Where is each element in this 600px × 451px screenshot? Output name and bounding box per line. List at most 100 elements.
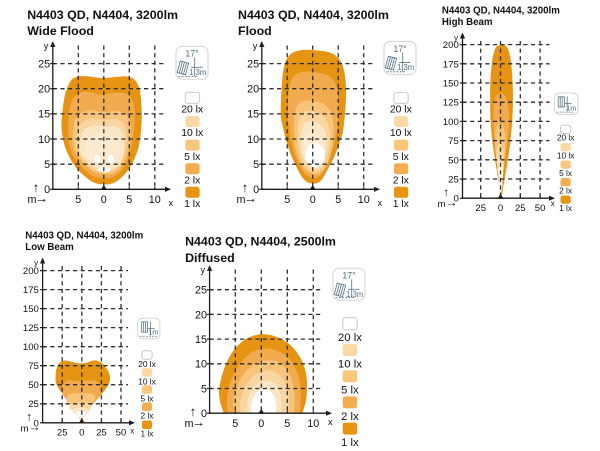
svg-text:2 lx: 2 lx bbox=[141, 411, 155, 421]
svg-text:→: → bbox=[28, 420, 40, 434]
svg-text:5 lx: 5 lx bbox=[559, 168, 573, 178]
svg-text:2 lx: 2 lx bbox=[341, 411, 359, 423]
svg-text:N4403 QD, N4404, 2500lm: N4403 QD, N4404, 2500lm bbox=[185, 234, 336, 248]
svg-text:75: 75 bbox=[448, 136, 459, 147]
svg-text:m: m bbox=[185, 418, 194, 430]
svg-text:Low Beam: Low Beam bbox=[25, 242, 74, 253]
svg-text:2 lx: 2 lx bbox=[559, 185, 573, 195]
svg-text:5 lx: 5 lx bbox=[393, 152, 410, 163]
svg-text:x: x bbox=[130, 427, 134, 436]
svg-text:1.3m: 1.3m bbox=[397, 63, 414, 72]
svg-text:1 lx: 1 lx bbox=[341, 437, 359, 446]
svg-text:0: 0 bbox=[44, 184, 50, 196]
svg-text:x: x bbox=[328, 417, 333, 427]
svg-text:150: 150 bbox=[23, 304, 39, 315]
svg-text:5: 5 bbox=[232, 418, 238, 430]
svg-text:m: m bbox=[237, 194, 246, 206]
svg-text:5: 5 bbox=[126, 194, 132, 206]
svg-text:15: 15 bbox=[38, 109, 50, 121]
svg-text:200: 200 bbox=[443, 40, 459, 51]
svg-text:High Beam: High Beam bbox=[442, 17, 493, 28]
svg-text:20: 20 bbox=[247, 84, 259, 96]
svg-text:5: 5 bbox=[75, 194, 81, 206]
svg-text:5 lx: 5 lx bbox=[141, 394, 155, 404]
svg-text:10: 10 bbox=[247, 134, 259, 146]
svg-text:5 lx: 5 lx bbox=[184, 152, 201, 163]
svg-text:5: 5 bbox=[253, 159, 259, 171]
svg-text:175: 175 bbox=[443, 59, 459, 70]
svg-text:↑: ↑ bbox=[443, 185, 449, 199]
svg-text:x: x bbox=[378, 198, 383, 208]
svg-text:N4403 QD, N4404, 3200lm: N4403 QD, N4404, 3200lm bbox=[25, 231, 143, 242]
svg-text:1 lx: 1 lx bbox=[184, 199, 201, 210]
svg-text:20 lx: 20 lx bbox=[390, 105, 413, 116]
svg-text:↑: ↑ bbox=[242, 180, 249, 195]
svg-text:5: 5 bbox=[201, 383, 207, 395]
svg-text:0: 0 bbox=[310, 194, 316, 206]
svg-text:125: 125 bbox=[443, 98, 459, 109]
svg-text:1 lx: 1 lx bbox=[141, 429, 155, 439]
svg-text:20: 20 bbox=[195, 309, 207, 321]
svg-text:20 lx: 20 lx bbox=[138, 359, 156, 369]
svg-text:1m: 1m bbox=[148, 328, 158, 337]
svg-text:10: 10 bbox=[358, 194, 370, 206]
svg-text:10 lx: 10 lx bbox=[181, 128, 204, 139]
svg-text:m: m bbox=[438, 199, 446, 210]
svg-text:x: x bbox=[551, 199, 555, 208]
svg-text:m: m bbox=[21, 424, 29, 435]
svg-text:25: 25 bbox=[195, 285, 207, 297]
svg-text:0: 0 bbox=[453, 194, 458, 205]
svg-text:N4403 QD, N4404, 3200lm: N4403 QD, N4404, 3200lm bbox=[27, 8, 178, 22]
svg-text:0: 0 bbox=[201, 408, 207, 420]
svg-text:50: 50 bbox=[28, 380, 39, 391]
svg-text:2 lx: 2 lx bbox=[184, 175, 201, 186]
svg-text:2 lx: 2 lx bbox=[393, 175, 410, 186]
svg-text:1 lx: 1 lx bbox=[393, 199, 410, 210]
svg-text:50: 50 bbox=[448, 155, 459, 166]
svg-text:0: 0 bbox=[101, 194, 107, 206]
svg-text:10 lx: 10 lx bbox=[557, 150, 575, 160]
svg-text:N4403 QD, N4404, 3200lm: N4403 QD, N4404, 3200lm bbox=[442, 6, 560, 17]
svg-text:10 lx: 10 lx bbox=[390, 128, 413, 139]
svg-text:m: m bbox=[28, 194, 37, 206]
svg-text:→: → bbox=[445, 196, 457, 210]
svg-text:25: 25 bbox=[247, 58, 259, 70]
svg-text:100: 100 bbox=[23, 342, 39, 353]
svg-text:17°: 17° bbox=[185, 49, 198, 59]
svg-text:↑: ↑ bbox=[190, 404, 197, 419]
svg-text:17°: 17° bbox=[342, 271, 355, 281]
svg-text:150: 150 bbox=[443, 79, 459, 90]
svg-text:0: 0 bbox=[498, 203, 503, 214]
svg-text:y: y bbox=[34, 259, 38, 268]
svg-text:25: 25 bbox=[38, 58, 50, 70]
svg-text:1m: 1m bbox=[566, 103, 576, 112]
svg-text:y: y bbox=[454, 34, 458, 43]
svg-text:1 lx: 1 lx bbox=[559, 203, 573, 213]
svg-text:1.3m: 1.3m bbox=[189, 68, 206, 77]
svg-text:10 lx: 10 lx bbox=[338, 358, 362, 370]
svg-text:15: 15 bbox=[195, 334, 207, 346]
svg-text:25: 25 bbox=[448, 175, 459, 186]
svg-text:↑: ↑ bbox=[33, 180, 40, 195]
svg-text:25: 25 bbox=[515, 203, 526, 214]
svg-text:25: 25 bbox=[57, 427, 68, 438]
svg-text:25: 25 bbox=[96, 427, 107, 438]
svg-text:Diffused: Diffused bbox=[185, 251, 235, 265]
svg-text:175: 175 bbox=[23, 285, 39, 296]
svg-text:y: y bbox=[201, 265, 206, 275]
svg-text:0: 0 bbox=[253, 184, 259, 196]
svg-text:50: 50 bbox=[116, 427, 127, 438]
svg-text:Flood: Flood bbox=[238, 24, 272, 38]
svg-text:5: 5 bbox=[335, 194, 341, 206]
svg-text:50: 50 bbox=[535, 203, 546, 214]
svg-text:17°: 17° bbox=[393, 44, 406, 54]
svg-text:1.3m: 1.3m bbox=[346, 290, 363, 299]
svg-text:5: 5 bbox=[44, 159, 50, 171]
svg-text:→: → bbox=[244, 191, 257, 206]
svg-text:20 lx: 20 lx bbox=[557, 133, 575, 143]
svg-text:100: 100 bbox=[443, 117, 459, 128]
svg-text:75: 75 bbox=[28, 361, 39, 372]
svg-text:0: 0 bbox=[258, 418, 264, 430]
svg-text:10 lx: 10 lx bbox=[138, 376, 156, 386]
svg-text:Wide Flood: Wide Flood bbox=[27, 24, 94, 38]
